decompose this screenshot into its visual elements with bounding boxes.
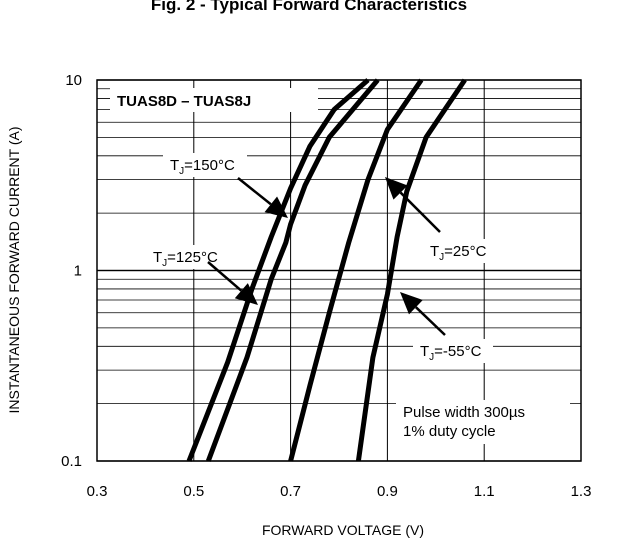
x-tick-label-0: 0.3 bbox=[87, 483, 108, 500]
note-bg bbox=[396, 400, 570, 444]
series-line-minus55c bbox=[355, 78, 467, 462]
series-label-150c: TJ=150°C bbox=[170, 157, 235, 177]
series-line-125c bbox=[205, 78, 380, 462]
arrow-head-minus55c bbox=[400, 292, 423, 315]
annotation-arrows bbox=[207, 177, 446, 336]
series-label-25c: TJ=25°C bbox=[430, 243, 487, 263]
x-tick-label-3: 0.9 bbox=[377, 483, 398, 500]
note-duty-cycle: 1% duty cycle bbox=[403, 423, 496, 440]
arrow-head-25c bbox=[385, 177, 408, 200]
arrow-head-150c bbox=[264, 196, 288, 218]
x-axis-label: FORWARD VOLTAGE (V) bbox=[262, 522, 424, 538]
series-line-25c bbox=[288, 78, 424, 462]
arrow-shaft-25c bbox=[399, 191, 441, 233]
part-label: TUAS8D – TUAS8J bbox=[117, 93, 251, 110]
series-label-bg-minus55c bbox=[413, 339, 493, 363]
series-label-bg-125c bbox=[146, 245, 230, 269]
y-tick-label-2: 10 bbox=[65, 72, 82, 89]
x-tick-label-1: 0.5 bbox=[183, 483, 204, 500]
note-pulse-width: Pulse width 300µs bbox=[403, 404, 525, 421]
series-labels: TJ=150°C TJ=125°C TJ=25°C TJ=-55°C bbox=[146, 153, 499, 363]
series-label-bg-150c bbox=[163, 153, 247, 177]
y-tick-label-0: 0.1 bbox=[61, 453, 82, 470]
arrow-shaft-125c bbox=[207, 261, 243, 292]
y-axis-label: INSTANTANEOUS FORWARD CURRENT (A) bbox=[6, 126, 22, 413]
arrow-shaft-150c bbox=[237, 177, 272, 206]
x-tick-label-5: 1.3 bbox=[571, 483, 592, 500]
series-label-bg-25c bbox=[423, 239, 499, 263]
y-tick-labels: 0.1 1 10 bbox=[61, 72, 82, 470]
x-tick-labels: 0.3 0.5 0.7 0.9 1.1 1.3 bbox=[87, 483, 592, 500]
series-curves bbox=[186, 78, 467, 462]
x-tick-label-4: 1.1 bbox=[474, 483, 495, 500]
plot-frame bbox=[96, 79, 582, 462]
series-label-minus55c: TJ=-55°C bbox=[420, 343, 482, 363]
arrow-head-125c bbox=[234, 283, 258, 305]
part-label-bg bbox=[110, 88, 318, 112]
x-tick-label-2: 0.7 bbox=[280, 483, 301, 500]
y-tick-label-1: 1 bbox=[74, 263, 82, 280]
series-label-125c: TJ=125°C bbox=[153, 249, 218, 269]
chart-title: Fig. 2 - Typical Forward Characteristics bbox=[151, 0, 467, 14]
arrow-shaft-minus55c bbox=[415, 306, 446, 336]
